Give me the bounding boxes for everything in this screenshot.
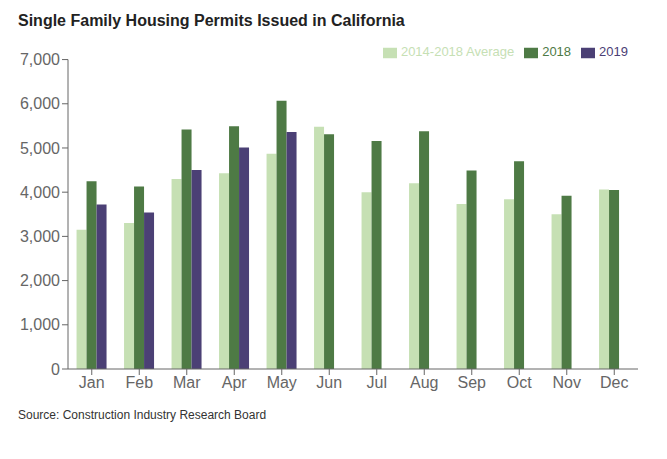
svg-text:Sep: Sep <box>458 374 487 391</box>
svg-text:Jun: Jun <box>316 374 342 391</box>
svg-text:May: May <box>267 374 297 391</box>
html-text:2014-2018 Average: 2014-2018 Average <box>400 44 515 59</box>
svg-text:Dec: Dec <box>600 374 628 391</box>
svg-text:Oct: Oct <box>507 374 532 391</box>
svg-text:5,000: 5,000 <box>20 140 60 157</box>
html-text:Source: Construction Industry: Source: Construction Industry Research B… <box>18 408 267 422</box>
svg-text:Jan: Jan <box>79 374 105 391</box>
svg-text:Nov: Nov <box>553 374 581 391</box>
svg-text:3,000: 3,000 <box>20 228 60 245</box>
svg-text:4,000: 4,000 <box>20 184 60 201</box>
svg-text:0: 0 <box>51 361 60 378</box>
html-text:2019: 2019 <box>599 44 628 59</box>
svg-text:Aug: Aug <box>410 374 438 391</box>
svg-text:Feb: Feb <box>125 374 153 391</box>
svg-text:Apr: Apr <box>222 374 248 391</box>
html-text:Single Family Housing Permits: Single Family Housing Permits Issued in … <box>18 12 405 29</box>
svg-text:1,000: 1,000 <box>20 316 60 333</box>
svg-text:7,000: 7,000 <box>20 51 60 68</box>
svg-text:Mar: Mar <box>173 374 201 391</box>
html-text:2018: 2018 <box>542 44 572 59</box>
svg-text:Jul: Jul <box>367 374 387 391</box>
svg-text:2,000: 2,000 <box>20 272 60 289</box>
svg-text:6,000: 6,000 <box>20 95 60 112</box>
